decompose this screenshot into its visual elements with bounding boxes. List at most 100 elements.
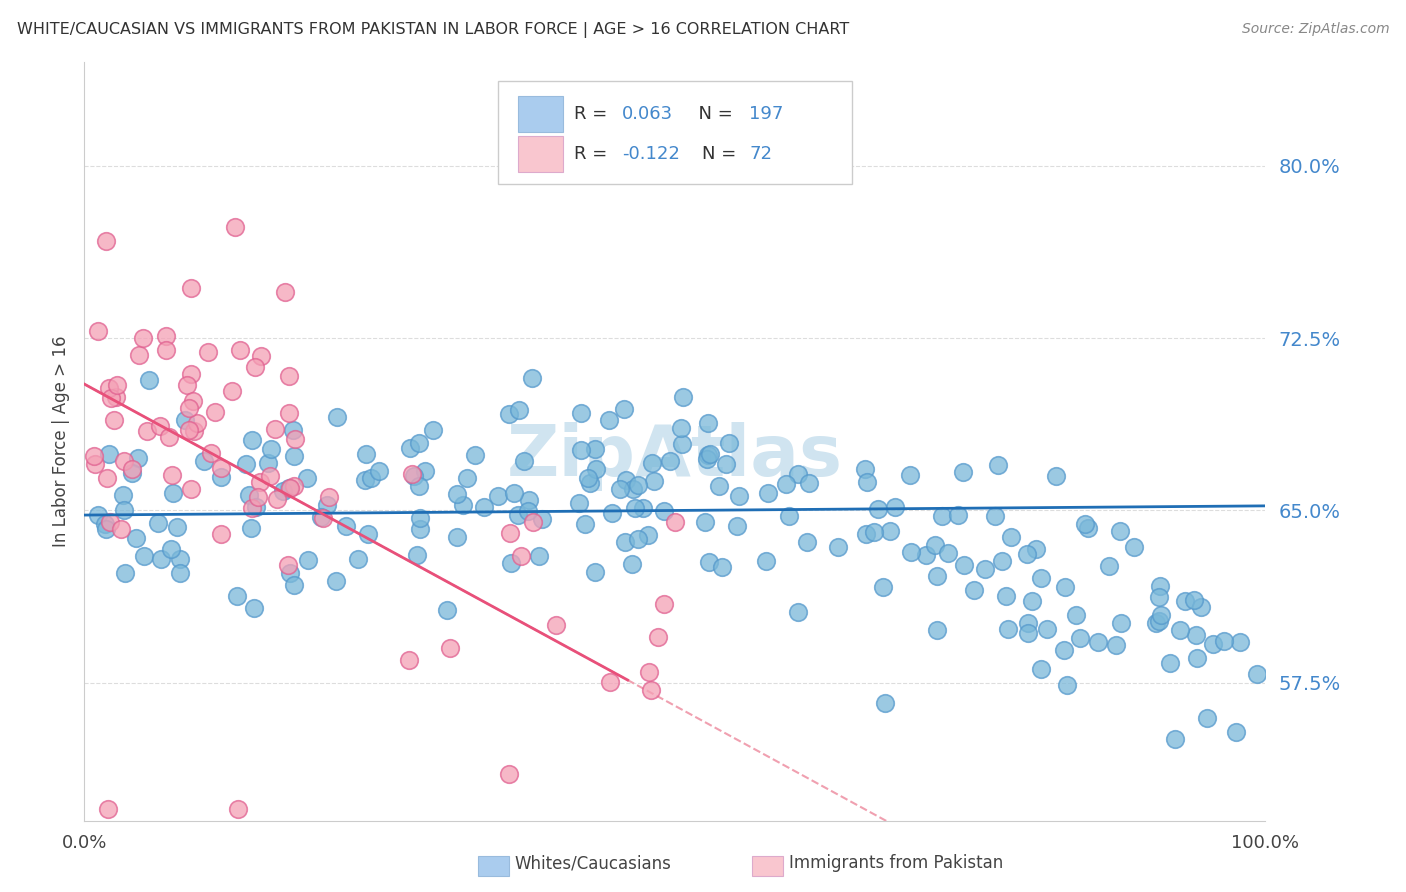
Point — [281, 423, 304, 437]
Point — [787, 605, 810, 619]
Point — [297, 553, 319, 567]
Point — [583, 442, 606, 457]
Point — [1017, 548, 1039, 562]
Point — [235, 457, 257, 471]
Point — [1109, 615, 1132, 630]
Point — [93, 517, 115, 532]
Point — [283, 578, 305, 592]
Point — [112, 488, 135, 502]
Point — [242, 501, 264, 516]
Point — [962, 582, 984, 597]
Point — [226, 589, 249, 603]
Point — [401, 467, 423, 481]
Point — [585, 565, 607, 579]
Point — [546, 618, 568, 632]
Point — [728, 489, 751, 503]
Point — [193, 454, 215, 468]
Point — [197, 344, 219, 359]
Point — [574, 516, 596, 531]
Point — [647, 630, 669, 644]
Point — [335, 519, 357, 533]
Point — [157, 430, 180, 444]
Point — [613, 534, 636, 549]
Point — [446, 487, 468, 501]
Point — [104, 390, 127, 404]
Point — [1077, 521, 1099, 535]
Text: R =: R = — [575, 105, 613, 123]
Point — [1147, 614, 1170, 628]
Point — [1150, 608, 1173, 623]
Point — [1168, 624, 1191, 638]
Point — [652, 504, 675, 518]
Point — [283, 479, 305, 493]
Point — [853, 462, 876, 476]
Point — [277, 481, 299, 495]
Point — [354, 474, 377, 488]
Point — [405, 548, 427, 562]
Point — [83, 458, 105, 472]
Point — [952, 465, 974, 479]
Point — [659, 454, 682, 468]
Point — [127, 451, 149, 466]
Point — [1159, 657, 1181, 671]
Point — [778, 508, 800, 523]
Point — [1025, 541, 1047, 556]
Point — [135, 425, 157, 439]
Point — [408, 479, 430, 493]
Text: 0.063: 0.063 — [621, 105, 673, 123]
Text: N =: N = — [702, 145, 742, 163]
Point — [159, 542, 181, 557]
Point — [309, 509, 332, 524]
Point — [1087, 634, 1109, 648]
Point — [224, 220, 246, 235]
Point — [97, 381, 120, 395]
Point — [180, 482, 202, 496]
Point — [517, 492, 540, 507]
Point — [875, 696, 897, 710]
Point — [180, 368, 202, 382]
Point — [756, 486, 779, 500]
Point — [283, 449, 305, 463]
Point — [176, 378, 198, 392]
Point — [274, 285, 297, 300]
Point — [247, 490, 270, 504]
Point — [1149, 579, 1171, 593]
Point — [786, 467, 808, 481]
Point — [697, 448, 720, 462]
Point — [974, 562, 997, 576]
Point — [1035, 622, 1057, 636]
Point — [1185, 628, 1208, 642]
Point — [707, 479, 730, 493]
Point — [408, 435, 430, 450]
Point — [229, 343, 252, 358]
Point — [240, 433, 263, 447]
Point — [672, 390, 695, 404]
Point — [326, 409, 349, 424]
Point — [112, 502, 135, 516]
Point — [278, 566, 301, 580]
Point — [357, 527, 380, 541]
Point — [520, 370, 543, 384]
Point — [1147, 590, 1170, 604]
Point — [697, 555, 720, 569]
Point — [138, 373, 160, 387]
Point — [209, 526, 232, 541]
Point — [506, 508, 529, 523]
Point — [177, 423, 200, 437]
Point — [402, 468, 425, 483]
Point — [249, 475, 271, 490]
Point — [714, 457, 737, 471]
Point — [614, 473, 637, 487]
Point — [97, 447, 120, 461]
Point — [671, 436, 693, 450]
Point — [513, 453, 536, 467]
Point — [755, 554, 778, 568]
Point — [984, 508, 1007, 523]
Point — [499, 556, 522, 570]
Point — [643, 475, 665, 489]
Point — [991, 554, 1014, 568]
Text: Source: ZipAtlas.com: Source: ZipAtlas.com — [1241, 22, 1389, 37]
FancyBboxPatch shape — [517, 136, 562, 172]
Point — [627, 478, 650, 492]
Point — [278, 481, 301, 495]
